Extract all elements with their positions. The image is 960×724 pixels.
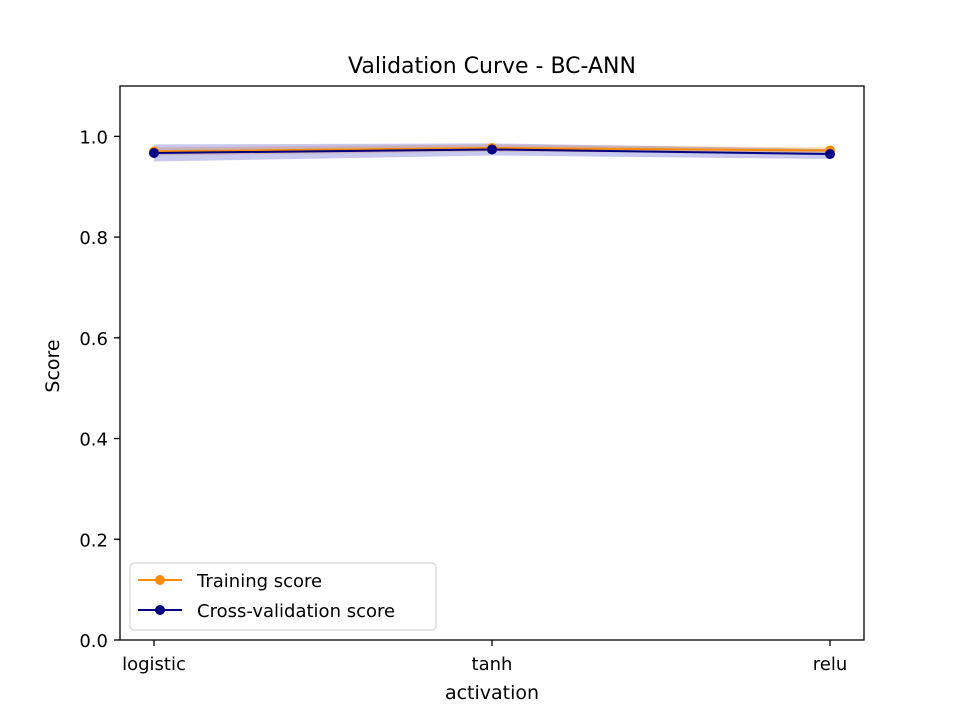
- y-tick-label-3: 0.6: [79, 329, 108, 350]
- x-tick-label-0: logistic: [122, 654, 186, 675]
- chart-title: Validation Curve - BC-ANN: [348, 54, 636, 79]
- x-tick-label-2: relu: [813, 654, 848, 675]
- legend-label-0: Training score: [196, 571, 322, 592]
- x-tick-label-1: tanh: [472, 654, 513, 675]
- y-tick-label-1: 0.2: [79, 530, 108, 551]
- series-points: [149, 142, 835, 159]
- y-tick-label-4: 0.8: [79, 228, 108, 249]
- point-series-1-0: [149, 147, 159, 158]
- legend-box: [129, 562, 437, 631]
- y-axis-label: Score: [42, 339, 64, 392]
- y-tick-label-0: 0.0: [79, 631, 108, 652]
- legend-marker-1: [155, 605, 165, 615]
- legend-label-1: Cross-validation score: [197, 601, 395, 622]
- x-axis-label: activation: [445, 682, 539, 704]
- point-series-1-1: [487, 144, 497, 155]
- legend: Training score Cross-validation score: [129, 562, 437, 631]
- point-series-1-2: [825, 148, 835, 159]
- y-tick-label-5: 1.0: [79, 127, 108, 148]
- y-tick-label-2: 0.4: [79, 430, 108, 451]
- axes: 0.0 0.2 0.4 0.6 0.8 1.0 logistic tanh relu: [79, 85, 865, 675]
- legend-marker-0: [155, 575, 165, 585]
